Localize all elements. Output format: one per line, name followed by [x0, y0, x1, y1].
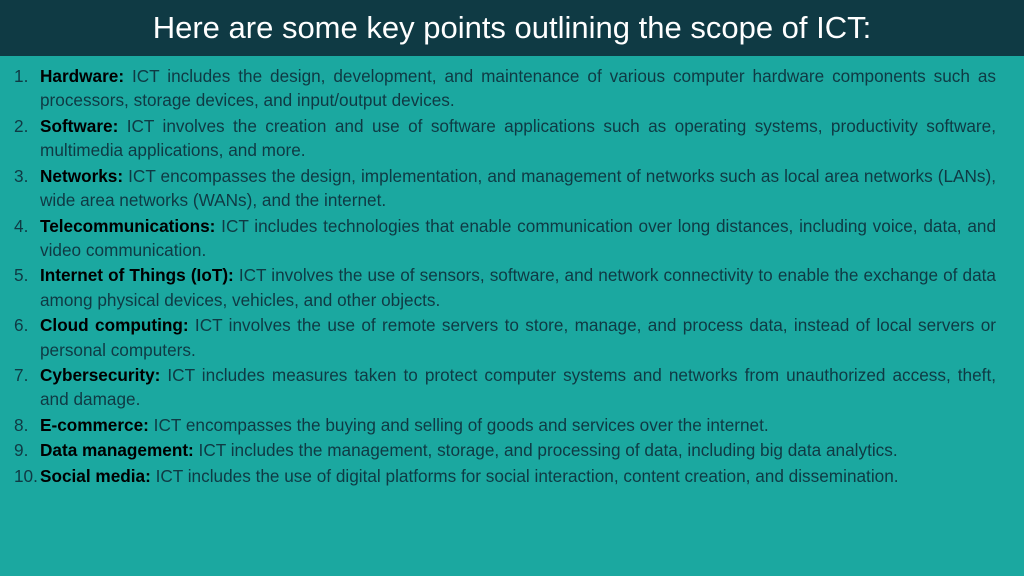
list-item: Cybersecurity: ICT includes measures tak…	[40, 363, 996, 412]
key-points-list: Hardware: ICT includes the design, devel…	[10, 64, 996, 488]
list-item: Hardware: ICT includes the design, devel…	[40, 64, 996, 113]
list-item: Internet of Things (IoT): ICT involves t…	[40, 263, 996, 312]
list-item: Data management: ICT includes the manage…	[40, 438, 996, 462]
item-title: Internet of Things (IoT):	[40, 265, 234, 285]
list-item: E-commerce: ICT encompasses the buying a…	[40, 413, 996, 437]
list-item: Social media: ICT includes the use of di…	[40, 464, 996, 488]
item-body: ICT encompasses the buying and selling o…	[149, 415, 769, 435]
item-body: ICT includes the use of digital platform…	[151, 466, 899, 486]
item-title: Telecommunications:	[40, 216, 215, 236]
item-title: E-commerce:	[40, 415, 149, 435]
item-title: Software:	[40, 116, 118, 136]
item-body: ICT includes measures taken to protect c…	[40, 365, 996, 409]
list-item: Telecommunications: ICT includes technol…	[40, 214, 996, 263]
list-item: Software: ICT involves the creation and …	[40, 114, 996, 163]
item-title: Cybersecurity:	[40, 365, 160, 385]
item-body: ICT encompasses the design, implementati…	[40, 166, 996, 210]
item-title: Data management:	[40, 440, 194, 460]
item-body: ICT includes the management, storage, an…	[194, 440, 898, 460]
item-body: ICT includes the design, development, an…	[40, 66, 996, 110]
item-body: ICT involves the creation and use of sof…	[40, 116, 996, 160]
item-title: Social media:	[40, 466, 151, 486]
item-title: Networks:	[40, 166, 123, 186]
header-banner: Here are some key points outlining the s…	[0, 0, 1024, 56]
item-title: Hardware:	[40, 66, 124, 86]
list-item: Networks: ICT encompasses the design, im…	[40, 164, 996, 213]
content-area: Hardware: ICT includes the design, devel…	[0, 56, 1024, 499]
list-item: Cloud computing: ICT involves the use of…	[40, 313, 996, 362]
page-title: Here are some key points outlining the s…	[40, 10, 984, 46]
item-title: Cloud computing:	[40, 315, 189, 335]
